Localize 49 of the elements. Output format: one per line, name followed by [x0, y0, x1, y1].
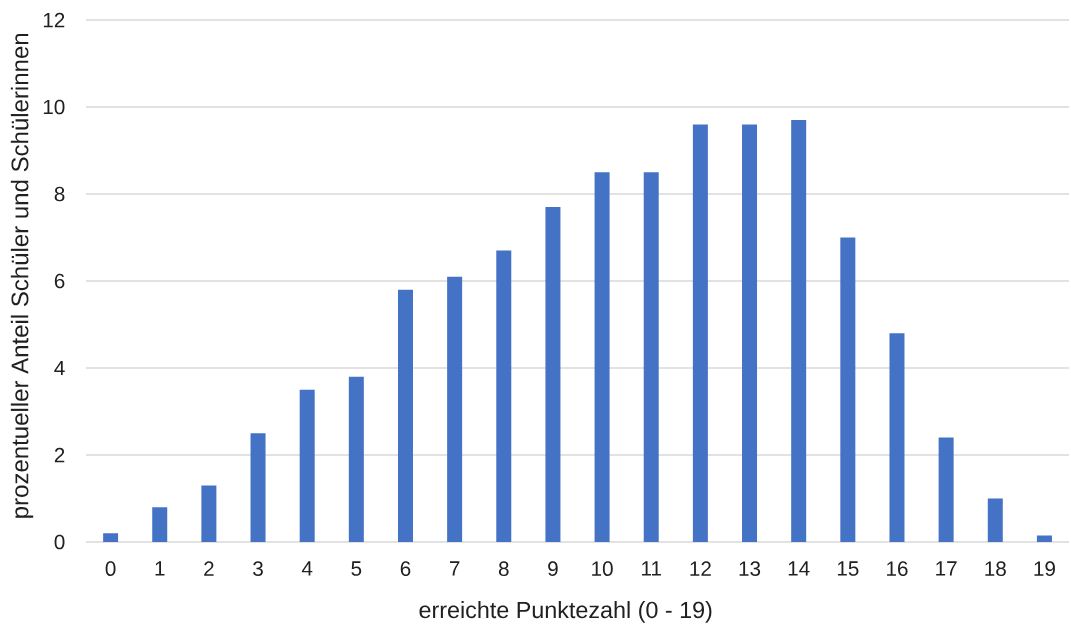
bar: [1036, 535, 1052, 542]
y-tick-label: 0: [54, 534, 65, 550]
bar: [152, 507, 168, 542]
x-tick-label: 18: [985, 561, 1006, 576]
x-tick-label: 5: [351, 561, 362, 576]
y-tick-label: 8: [54, 186, 65, 202]
x-tick-label: 7: [449, 561, 460, 576]
y-tick-label: 6: [54, 273, 65, 289]
bar: [987, 498, 1003, 542]
bar: [594, 172, 610, 542]
x-tick-label: 17: [936, 561, 957, 576]
bar: [840, 237, 856, 542]
x-tick-label: 11: [642, 561, 661, 576]
x-tick-label: 6: [400, 561, 411, 576]
x-tick-label: 0: [105, 561, 116, 576]
x-tick-label: 2: [204, 561, 214, 576]
bar: [397, 289, 413, 542]
bar: [250, 433, 266, 542]
x-tick-label: 12: [690, 561, 711, 576]
x-tick-label: 9: [548, 561, 558, 576]
bar: [348, 376, 364, 542]
x-tick-label: 8: [498, 561, 509, 576]
x-tick-label: 15: [837, 561, 859, 576]
x-tick-label: 14: [788, 561, 810, 576]
bar: [742, 124, 758, 542]
bar: [103, 533, 119, 542]
y-tick-label: 2: [54, 447, 65, 463]
bar: [692, 124, 708, 542]
x-tick-label: 4: [301, 561, 313, 576]
bar: [299, 389, 315, 542]
x-tick-label: 19: [1034, 561, 1055, 576]
bar: [938, 437, 954, 542]
x-tick-label: 13: [739, 561, 761, 576]
bar: [447, 276, 463, 542]
x-tick-label: 1: [155, 561, 165, 576]
x-tick-label: 16: [887, 561, 908, 576]
bar: [201, 485, 217, 542]
bar: [889, 333, 905, 542]
y-tick-label: 4: [54, 360, 65, 376]
x-axis-title: erreichte Punktezahl (0 - 19): [419, 601, 712, 623]
y-axis-title: prozentueller Anteil Schüler und Schülerinnen: [10, 33, 34, 518]
bar: [496, 250, 512, 542]
bar: [643, 172, 659, 542]
x-tick-label: 3: [253, 561, 263, 576]
x-tick-label: 10: [592, 561, 613, 576]
bar: [545, 207, 561, 542]
bar: [791, 120, 807, 542]
y-tick-label: 12: [43, 12, 65, 28]
y-tick-label: 10: [43, 99, 65, 115]
